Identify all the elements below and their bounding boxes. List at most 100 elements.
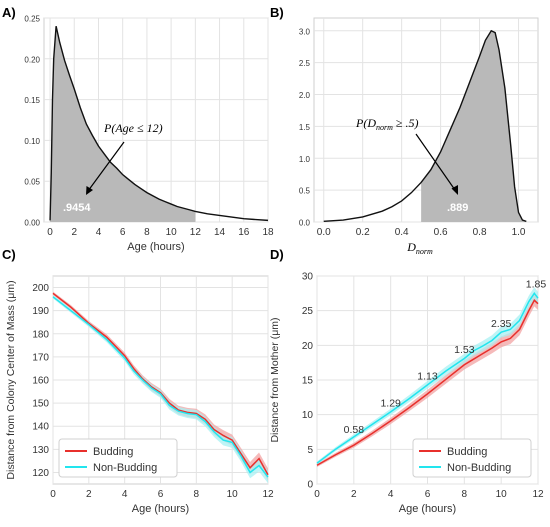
y-tick-label: 0.05 <box>24 178 40 187</box>
x-tick-label: 18 <box>262 227 274 238</box>
x-tick-label: 0.6 <box>434 227 448 238</box>
annotation-arrow <box>415 133 456 191</box>
x-tick-label: 14 <box>214 227 226 238</box>
x-tick-label: 1.0 <box>512 227 526 238</box>
series-line-non-budding <box>52 296 269 478</box>
x-tick-label: 16 <box>238 227 250 238</box>
series-line-budding <box>52 292 269 476</box>
probability-value: .9454 <box>63 202 91 214</box>
arrow-head <box>86 186 93 195</box>
shaded-area <box>50 26 196 222</box>
x-tick-label: 2 <box>351 489 357 500</box>
x-tick-label: 2 <box>71 227 77 238</box>
interval-annotation: 0.58 <box>344 424 365 436</box>
panel-letter: B) <box>270 5 284 20</box>
y-tick-label: 30 <box>302 272 314 283</box>
error-band <box>53 295 268 484</box>
y-tick-label: 160 <box>32 376 49 387</box>
legend-box <box>58 438 178 478</box>
x-axis-label: Age (hours) <box>132 503 189 515</box>
y-tick-label: 10 <box>302 410 314 421</box>
x-tick-label: 0.0 <box>317 227 331 238</box>
probability-annotation: P(Age ≤ 12) <box>103 121 163 135</box>
series-line-budding <box>316 299 539 466</box>
y-tick-label: 180 <box>32 329 49 340</box>
legend-entry: Non-Budding <box>93 462 157 474</box>
y-tick-label: 0.0 <box>299 219 311 228</box>
series-line-non-budding <box>316 292 539 464</box>
panel-letter: A) <box>2 5 16 20</box>
panel-b: 0.0 0.2 0.4 0.6 0.8 1.0 0.0 0.5 1.0 1.5 2.0 2.5 3.0 B… <box>270 5 539 256</box>
annotation-arrow <box>87 141 125 192</box>
x-tick-label: 12 <box>532 489 544 500</box>
x-tick-label: 4 <box>122 489 128 500</box>
y-tick-label: 150 <box>32 399 49 410</box>
x-axis-label: Dnorm <box>406 240 433 256</box>
probability-value: .889 <box>447 202 468 214</box>
panel-a: 0 2 4 6 8 10 12 14 16 18 0.00 0.05 0.10 0.15 0.20 0.25 A… <box>2 5 274 253</box>
y-tick-label: 120 <box>32 468 49 479</box>
y-tick-label: 3.0 <box>299 27 311 36</box>
panel-letter: D) <box>270 247 284 262</box>
y-tick-label: 0.20 <box>24 55 40 64</box>
x-tick-label: 6 <box>120 227 126 238</box>
x-tick-label: 0.8 <box>473 227 487 238</box>
y-axis-label: Distance from Colony Center of Mass (μm) <box>5 280 17 479</box>
y-tick-label: 0.15 <box>24 96 40 105</box>
interval-annotation: 2.35 <box>491 318 512 330</box>
density-curve <box>49 26 269 222</box>
x-axis-label: Age (hours) <box>127 241 184 253</box>
y-tick-label: 1.0 <box>299 155 311 164</box>
x-tick-label: 8 <box>462 489 468 500</box>
y-tick-label: 190 <box>32 306 49 317</box>
legend-box <box>412 438 532 478</box>
panel-letter: C) <box>2 247 16 262</box>
x-tick-label: 12 <box>262 489 274 500</box>
legend-entry: Non-Budding <box>447 462 511 474</box>
y-tick-label: 130 <box>32 445 49 456</box>
x-tick-label: 10 <box>227 489 239 500</box>
y-tick-label: 200 <box>32 283 49 294</box>
y-tick-label: 0.00 <box>24 219 40 228</box>
x-tick-label: 8 <box>194 489 200 500</box>
y-axis-label: Distance from Mother (μm) <box>269 317 281 442</box>
x-tick-label: 8 <box>144 227 150 238</box>
x-tick-label: 4 <box>96 227 102 238</box>
probability-annotation: P(Dnorm ≥ .5) <box>355 116 418 132</box>
panel-c: 0 2 4 6 8 10 12 120 130 140 150 160 170 180 190 200 C) Ag… <box>2 247 274 515</box>
interval-annotation: 1.53 <box>454 344 475 356</box>
panel-d: 0 2 4 6 8 10 12 0 5 10 15 20 25 30 D) Age (hours) Distan… <box>269 247 546 515</box>
y-tick-label: 1.5 <box>299 123 311 132</box>
y-tick-label: 15 <box>302 376 314 387</box>
legend-entry: Budding <box>93 446 133 458</box>
x-tick-label: 0 <box>50 489 56 500</box>
x-tick-label: 12 <box>190 227 202 238</box>
y-tick-label: 5 <box>307 445 313 456</box>
y-tick-label: 0.10 <box>24 137 40 146</box>
density-curve <box>323 29 527 223</box>
x-tick-label: 0 <box>47 227 53 238</box>
y-tick-label: 170 <box>32 352 49 363</box>
shaded-area <box>421 30 527 222</box>
y-tick-label: 2.5 <box>299 59 311 68</box>
x-tick-label: 0.4 <box>395 227 409 238</box>
x-tick-label: 2 <box>86 489 92 500</box>
y-tick-label: 140 <box>32 422 49 433</box>
x-tick-label: 6 <box>425 489 431 500</box>
x-axis-label: Age (hours) <box>399 503 456 515</box>
interval-annotation: 1.13 <box>417 370 438 382</box>
x-tick-label: 0 <box>314 489 320 500</box>
arrow-head <box>451 185 458 195</box>
y-tick-label: 25 <box>302 306 314 317</box>
legend-entry: Budding <box>447 446 487 458</box>
y-tick-label: 0.5 <box>299 187 311 196</box>
x-tick-label: 10 <box>496 489 508 500</box>
y-tick-label: 20 <box>302 341 314 352</box>
interval-annotation: 1.29 <box>380 398 401 410</box>
interval-annotation: 1.85 <box>526 278 547 290</box>
x-tick-label: 6 <box>158 489 164 500</box>
x-tick-label: 10 <box>166 227 178 238</box>
y-tick-label: 0 <box>307 480 313 491</box>
x-tick-label: 4 <box>388 489 394 500</box>
